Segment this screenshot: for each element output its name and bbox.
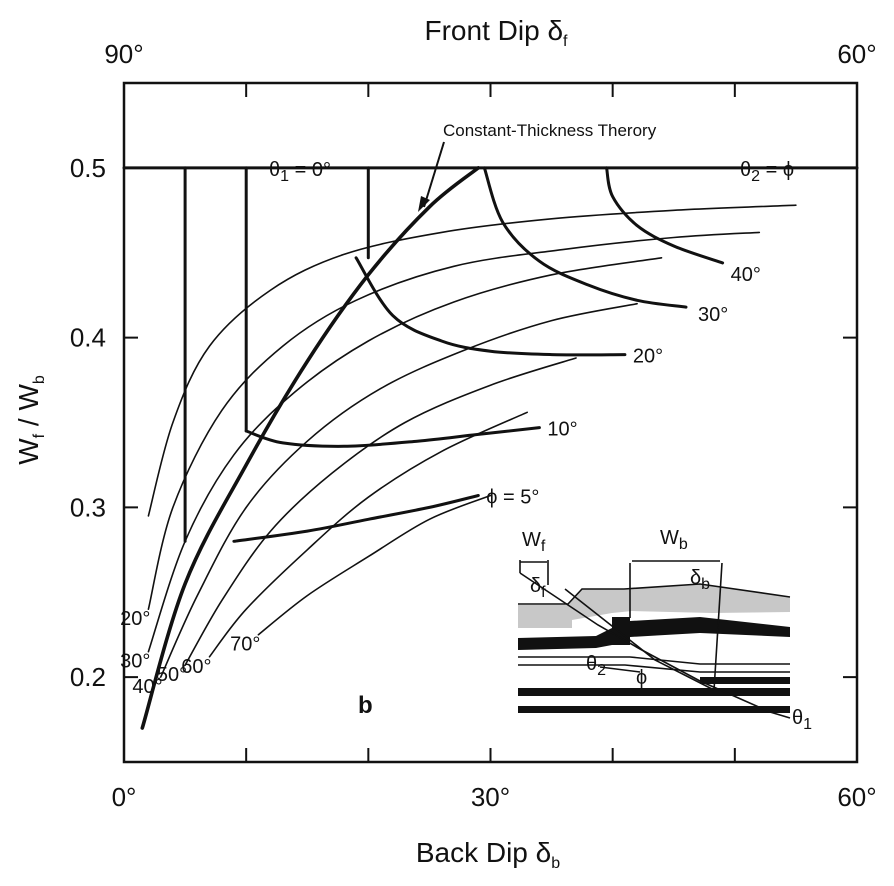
x-tick-label: 0°	[112, 782, 137, 812]
series-line-theta2	[147, 257, 663, 653]
inset-bed-black-2	[518, 628, 612, 650]
series-label-group: ϕ = 5°10°20°30°40°70°60°50°40°30°20°	[120, 264, 761, 698]
inset-bed-black-3	[612, 617, 630, 645]
y-tick-label: 0.2	[70, 662, 106, 692]
series-line-phi	[354, 256, 627, 357]
theory-annotation-arrowhead	[418, 196, 430, 212]
inset-bed-black-6	[518, 706, 790, 713]
series-line-theory	[140, 166, 481, 730]
theory-annotation-arrow	[423, 141, 445, 208]
inset-delta-b-label: δb	[690, 567, 710, 593]
inset-bed-black-1	[630, 617, 790, 637]
inset-theta2-label: θ2	[586, 653, 606, 679]
theory-annotation: Constant-Thickness Therory	[443, 121, 657, 140]
series-line-phi	[244, 426, 541, 448]
inset-bed-black-4	[700, 677, 790, 684]
theta1-label: θ1 = 0°	[269, 159, 331, 185]
inset-delta-f-label: δf	[530, 575, 546, 601]
inset-theta2-leader	[599, 666, 641, 673]
series-line-phi	[232, 494, 480, 543]
inset-axial-2	[713, 562, 723, 691]
series-line-phi	[482, 166, 688, 309]
x-axis-title: Back Dip δb	[416, 837, 560, 872]
inset-bed-line-3	[518, 664, 790, 673]
series-label: 20°	[120, 608, 150, 630]
y-axis-title: Wf / Wb	[13, 375, 48, 465]
y-tick-label: 0.5	[70, 153, 106, 183]
top-axis-title: Front Dip δf	[425, 15, 569, 50]
inset-wf-label: Wf	[522, 529, 546, 555]
x-tick-label: 60°	[837, 782, 876, 812]
inset-bed-line-1	[518, 583, 791, 605]
inset-theta1-leader	[769, 711, 791, 719]
series-group	[122, 166, 859, 730]
x-tick-label: 30°	[471, 782, 510, 812]
y-tick-label: 0.3	[70, 492, 106, 522]
inset-wb-label: Wb	[660, 527, 688, 553]
inset-phi-label: ϕ	[636, 667, 647, 689]
inset-stipple-upper	[518, 584, 790, 620]
series-label: 70°	[230, 634, 260, 656]
inset-theta1-label: θ1	[792, 707, 812, 733]
inset-diagram: Wf Wb δf δb θ2 ϕ θ1	[518, 527, 812, 733]
y-tick-label: 0.4	[70, 323, 106, 353]
inset-stipple-lower	[518, 618, 572, 628]
series-line-theta2	[184, 357, 577, 666]
series-label: 20°	[633, 346, 663, 368]
inset-fault-2	[564, 588, 715, 691]
series-label: 30°	[120, 651, 150, 673]
series-line-phi	[605, 166, 725, 265]
theta2-label: θ2 = ϕ	[740, 159, 794, 185]
series-line-theta2	[208, 411, 528, 658]
series-label: 60°	[181, 656, 211, 678]
panel-label: b	[358, 692, 373, 719]
series-label: ϕ = 5°	[486, 486, 539, 508]
inset-bed-black-5	[518, 688, 790, 696]
series-label: 10°	[547, 419, 577, 441]
series-line-theta2	[257, 494, 492, 636]
series-label: 40°	[132, 676, 162, 698]
series-label: 30°	[698, 304, 728, 326]
series-line-theta2	[159, 302, 638, 678]
axis-frame-group: 0° 30° 60° 90° 60° 0.2 0.3 0.4 0.5	[70, 39, 877, 812]
top-tick-label: 90°	[104, 39, 143, 69]
series-label: 50°	[157, 664, 187, 686]
series-line-theta2	[147, 231, 761, 610]
series-line-theta2	[147, 204, 797, 517]
series-label: 40°	[731, 264, 761, 286]
top-tick-label: 60°	[837, 39, 876, 69]
inset-bed-line-2	[518, 656, 790, 665]
